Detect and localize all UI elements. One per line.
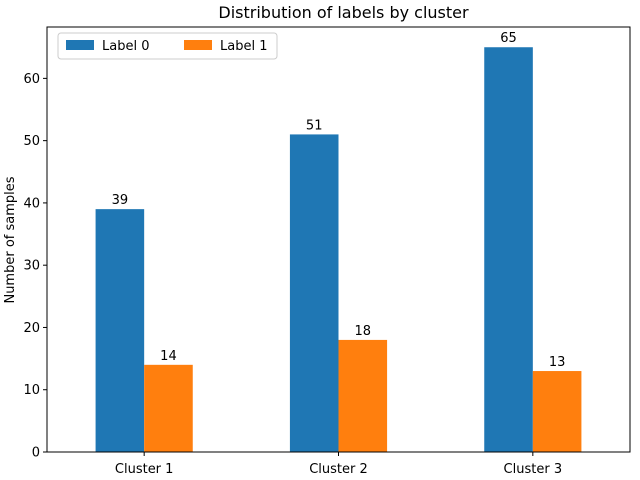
bar-value-label: 13 <box>549 355 566 370</box>
chart-title: Distribution of labels by cluster <box>218 3 469 22</box>
x-tick-label: Cluster 1 <box>115 462 174 477</box>
y-tick-label: 30 <box>23 259 40 274</box>
bar-labels-layer: 39 51 65 14 18 13 <box>112 31 566 370</box>
bars-layer <box>95 47 582 452</box>
bar-label-1-cluster-3 <box>532 371 582 452</box>
y-tick-label: 40 <box>23 196 40 211</box>
x-axis-ticks: Cluster 1 Cluster 2 Cluster 3 <box>115 452 562 477</box>
plot-frame <box>46 26 631 453</box>
legend-label: Label 0 <box>102 39 149 54</box>
bar-label-1-cluster-2 <box>338 339 388 452</box>
bar-label-1-cluster-1 <box>144 364 193 452</box>
y-axis-label: Number of samples <box>3 176 18 303</box>
bar-label-0-cluster-3 <box>484 47 533 452</box>
y-tick-label: 10 <box>23 383 40 398</box>
x-tick-label: Cluster 3 <box>504 462 563 477</box>
y-axis-ticks: 0 10 20 30 40 50 60 <box>23 72 47 461</box>
y-tick-label: 50 <box>23 134 40 149</box>
y-tick-label: 60 <box>23 72 40 87</box>
bar-value-label: 14 <box>160 349 177 364</box>
bar-value-label: 65 <box>500 31 517 46</box>
y-tick-label: 20 <box>23 321 40 336</box>
legend-box <box>57 32 278 60</box>
legend: Label 0 Label 1 <box>57 32 278 60</box>
y-tick-label: 0 <box>32 446 40 461</box>
bar-label-0-cluster-1 <box>95 209 145 452</box>
bar-value-label: 39 <box>112 193 129 208</box>
legend-label: Label 1 <box>220 39 267 54</box>
bar-value-label: 51 <box>306 118 323 133</box>
legend-swatch-label-1 <box>184 40 212 50</box>
x-tick-label: Cluster 2 <box>309 462 368 477</box>
legend-swatch-label-0 <box>66 40 94 50</box>
bar-label-0-cluster-2 <box>289 134 339 452</box>
bar-value-label: 18 <box>355 324 372 339</box>
